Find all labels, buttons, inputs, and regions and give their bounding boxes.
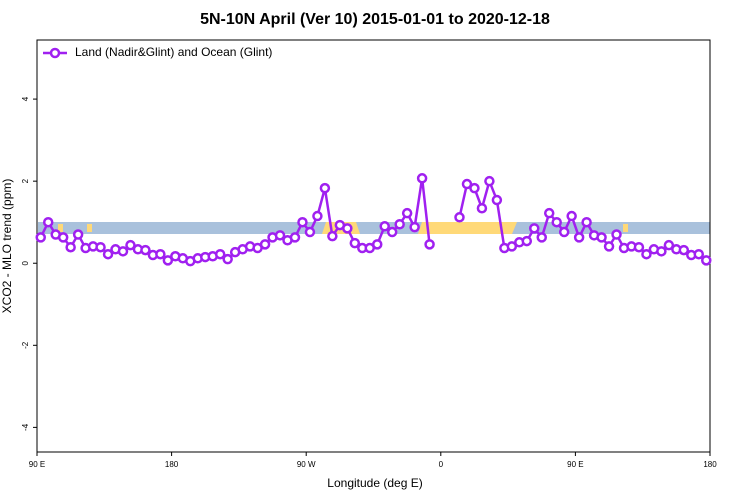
data-point [289,232,301,243]
data-point [529,223,540,234]
data-point [656,246,667,257]
data-point [214,248,226,260]
data-point [701,255,712,266]
x-tick-label: 90 W [297,460,316,469]
data-point [379,221,390,232]
data-point [543,207,555,219]
data-point [484,175,495,187]
data-point [155,248,166,260]
data-point [521,235,533,247]
y-tick-label: 4 [21,96,30,101]
x-tick-label: 180 [165,460,179,469]
data-point [349,237,361,249]
data-point [454,212,465,223]
legend-label: Land (Nadir&Glint) and Ocean (Glint) [75,45,272,59]
x-tick-label: 90 E [567,460,583,469]
data-point [401,207,413,219]
data-point [573,232,585,243]
land-band [58,224,63,232]
data-point [222,253,233,265]
data-point [476,202,488,214]
data-point [566,210,577,222]
data-point [274,230,286,241]
ocean-band [38,222,710,234]
y-tick-label: -2 [21,341,30,349]
data-point [409,221,420,233]
land-band [87,224,92,232]
data-point [57,232,69,243]
data-point [125,239,136,251]
data-point [35,232,46,243]
legend-item: Land (Nadir&Glint) and Ocean (Glint) [43,45,272,59]
data-point [551,216,562,228]
plot-frame [36,39,711,453]
data-point [558,226,570,238]
x-tick-label: 180 [703,460,717,469]
data-point [312,210,323,222]
data-point [65,241,76,253]
data-point [678,244,690,256]
data-point [424,239,435,250]
data-point [342,223,353,234]
data-point [633,241,645,253]
land-band [623,224,628,232]
data-point [416,173,428,184]
land-band [418,222,517,234]
data-point [42,216,54,228]
data-point [140,244,151,256]
data-point [386,226,398,238]
data-point [297,216,308,228]
data-point [596,232,607,243]
x-axis-label: Longitude (deg E) [327,476,422,490]
data-point [506,241,518,252]
data-point [394,219,405,230]
data-point [371,239,383,250]
data-point [327,230,338,242]
y-tick-label: 2 [21,178,30,183]
data-point [611,229,622,240]
data-point [491,194,503,206]
data-point [663,239,675,251]
data-point [259,239,271,250]
data-point [102,248,114,260]
legend-swatch-marker [49,47,61,59]
surface-band [38,222,710,234]
data-point [641,248,652,260]
data-point [117,246,129,257]
y-tick-label: 0 [21,260,30,265]
chart-title: 5N-10N April (Ver 10) 2015-01-01 to 2020… [200,11,550,28]
x-tick-label: 0 [439,460,444,469]
y-axis-label: XCO2 - MLO trend (ppm) [0,179,14,314]
x-tick-label: 90 E [29,460,45,469]
data-point [319,182,331,194]
data-point [469,182,480,194]
data-point [581,216,592,228]
data-point [162,255,174,266]
data-point [304,226,316,238]
data-point [72,229,84,240]
data-point [461,178,473,190]
data-point [536,232,547,243]
y-tick-label: -4 [21,423,30,431]
data-point [603,241,615,252]
data-point [693,248,705,260]
data-point [95,241,106,253]
